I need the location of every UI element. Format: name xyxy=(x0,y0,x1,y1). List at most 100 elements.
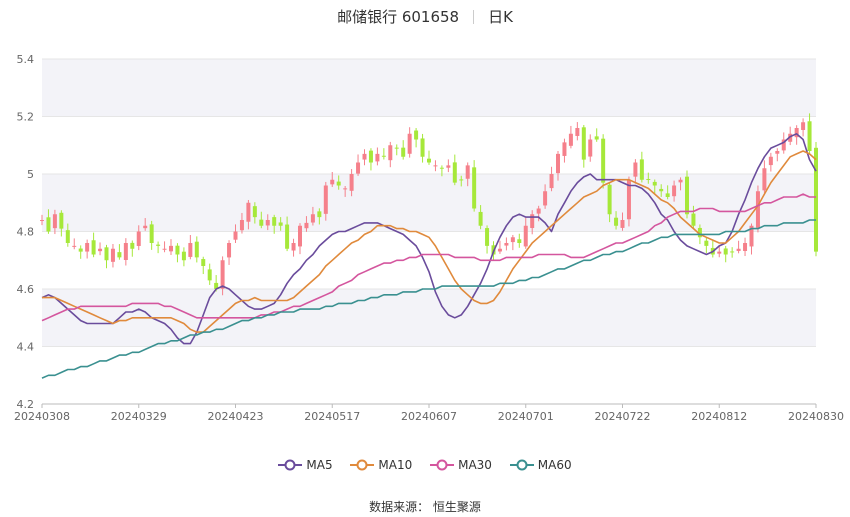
candle xyxy=(368,148,373,171)
candle-body xyxy=(497,248,502,252)
legend-ma30-marker xyxy=(430,459,455,471)
candlestick-chart: 4.24.44.64.855.25.4 20240308 20240329 2024… xyxy=(14,53,844,423)
ma-line-ma30 xyxy=(41,193,816,322)
candle xyxy=(743,237,748,257)
candle-body xyxy=(169,245,173,252)
candle-body xyxy=(465,165,470,179)
candle xyxy=(149,220,154,250)
legend-item-ma60[interactable]: MA60 xyxy=(509,458,572,472)
candle xyxy=(40,214,44,226)
candle xyxy=(130,240,135,257)
candle-body xyxy=(310,214,315,223)
legend-item-ma30[interactable]: MA30 xyxy=(430,458,492,472)
candle-body xyxy=(730,251,735,253)
x-tick-label: 20240701 xyxy=(498,410,554,423)
candle-body xyxy=(40,220,44,221)
candle xyxy=(169,239,173,255)
candle-body xyxy=(252,206,257,218)
candle xyxy=(239,212,244,234)
candle xyxy=(181,247,186,267)
candle xyxy=(246,199,251,230)
legend-label-ma30: MA30 xyxy=(458,458,492,472)
candle-body xyxy=(272,217,277,226)
candle xyxy=(388,141,393,168)
candle xyxy=(59,210,64,237)
candle xyxy=(730,247,735,258)
candle xyxy=(588,134,593,162)
candle xyxy=(801,118,806,137)
candle xyxy=(510,234,515,251)
candle xyxy=(672,180,677,202)
candle-body xyxy=(801,122,806,130)
candle-body xyxy=(394,147,399,149)
moving-average-lines xyxy=(41,133,817,379)
candle xyxy=(259,211,264,229)
candle-body xyxy=(749,225,754,247)
y-tick-label: 5.4 xyxy=(17,53,35,66)
candle-body xyxy=(652,181,657,186)
candle-body xyxy=(446,165,451,168)
candle xyxy=(685,170,689,219)
candle-body xyxy=(536,208,541,214)
stock-name: 邮储银行 601658 xyxy=(337,8,460,26)
candle xyxy=(104,244,109,269)
candle xyxy=(659,184,664,197)
candle xyxy=(607,182,612,223)
candle xyxy=(317,208,322,225)
candle-body xyxy=(717,251,722,254)
candle xyxy=(175,243,180,263)
candle-body xyxy=(265,220,270,226)
candle-body xyxy=(762,168,767,191)
legend-item-ma10[interactable]: MA10 xyxy=(350,458,412,472)
candle xyxy=(691,205,696,229)
candle xyxy=(543,184,548,209)
y-tick-label: 4.4 xyxy=(17,341,35,354)
candle-body xyxy=(452,162,457,183)
candle-body xyxy=(362,153,367,160)
candle-body xyxy=(633,162,638,177)
legend-item-ma5[interactable]: MA5 xyxy=(278,458,333,472)
candle-body xyxy=(291,243,296,251)
candle xyxy=(620,212,625,231)
candle-body xyxy=(407,133,412,154)
candle-body xyxy=(427,158,431,163)
candle xyxy=(594,128,599,142)
x-tick-label: 20240722 xyxy=(595,410,651,423)
candle xyxy=(768,152,773,172)
candle xyxy=(304,216,309,232)
candle-body xyxy=(246,202,251,222)
y-tick-label: 5.2 xyxy=(17,111,35,124)
candle-body xyxy=(59,212,64,229)
period-tab[interactable]: 日K xyxy=(488,8,513,26)
candle-body xyxy=(433,165,438,167)
candle-body xyxy=(207,269,212,281)
y-tick-label: 4.2 xyxy=(17,398,35,411)
candle-body xyxy=(110,248,115,262)
data-source: 数据来源： 恒生聚源 xyxy=(369,500,481,514)
candle xyxy=(298,223,302,255)
candle xyxy=(46,209,51,234)
candle xyxy=(201,256,206,275)
candle-body xyxy=(123,243,128,261)
candle-body xyxy=(594,136,599,140)
candle xyxy=(710,240,715,258)
candle xyxy=(414,128,419,148)
candle-body xyxy=(181,251,186,261)
candle-body xyxy=(439,167,444,169)
candle-body xyxy=(201,259,206,266)
candle-body xyxy=(375,153,380,162)
candle-body xyxy=(85,243,90,252)
candle-body xyxy=(401,147,406,157)
candle-body xyxy=(214,282,219,289)
candle-body xyxy=(781,139,786,151)
candle-body xyxy=(665,193,670,197)
x-tick-label: 20240517 xyxy=(304,410,360,423)
candle-body xyxy=(607,184,612,215)
candle xyxy=(381,148,386,160)
candle-body xyxy=(581,127,586,160)
candle-body xyxy=(130,242,135,249)
chart-title: 邮储银行 601658 日K xyxy=(0,6,850,27)
legend: MA5 MA10 MA30 MA60 xyxy=(0,458,850,472)
candle xyxy=(375,147,380,166)
candle xyxy=(310,206,315,226)
